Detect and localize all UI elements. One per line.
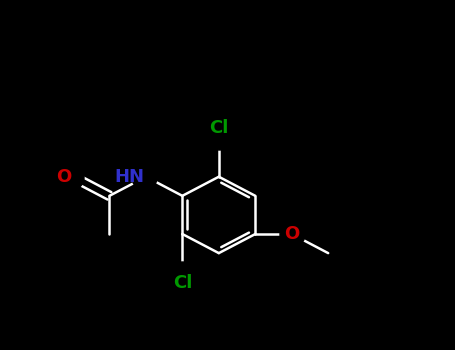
Text: Cl: Cl [173, 274, 192, 292]
Text: O: O [284, 225, 299, 243]
Text: HN: HN [114, 168, 144, 186]
Text: O: O [56, 168, 71, 186]
Text: Cl: Cl [209, 119, 228, 137]
